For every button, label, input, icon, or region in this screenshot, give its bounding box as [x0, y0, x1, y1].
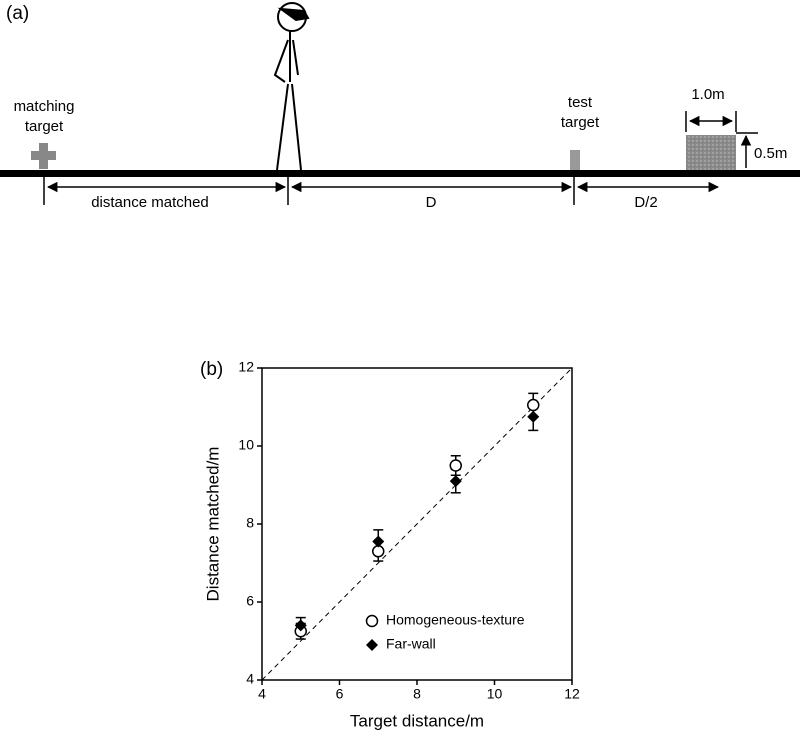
dimension — [43, 111, 758, 205]
observer — [273, 2, 310, 171]
legend-label: Homogeneous-texture — [386, 612, 525, 628]
label: target — [561, 114, 600, 131]
point — [449, 475, 462, 488]
y-tick-label: 4 — [246, 671, 254, 687]
panel-a: (a) matching target test target — [0, 2, 800, 211]
x-tick-label: 12 — [564, 686, 580, 702]
label: D/2 — [634, 194, 657, 211]
legend-marker — [365, 614, 379, 628]
x-tick-label: 6 — [336, 686, 344, 702]
legend-marker — [366, 639, 378, 651]
cross — [31, 151, 56, 160]
y-axis-label: Distance matched/m — [203, 447, 222, 602]
point — [527, 410, 540, 423]
y-tick-label: 12 — [238, 359, 254, 375]
panel-label: (a) — [6, 3, 29, 24]
legend-label: Far-wall — [386, 636, 436, 652]
x-tick-label: 8 — [413, 686, 421, 702]
panel-label: (b) — [200, 359, 223, 380]
x-tick-label: 4 — [258, 686, 266, 702]
label: 1.0m — [691, 86, 724, 103]
x-axis-label: Target distance/m — [350, 711, 484, 730]
x-tick-label: 10 — [487, 686, 503, 702]
y-tick-label: 6 — [246, 593, 254, 609]
point — [372, 535, 385, 548]
reference-line — [261, 367, 573, 681]
test-target — [570, 150, 580, 170]
label: matching — [14, 98, 75, 115]
label: test — [568, 94, 593, 111]
label: D — [426, 194, 437, 211]
y-tick-label: 8 — [246, 515, 254, 531]
label: 0.5m — [754, 145, 787, 162]
label: distance matched — [91, 194, 209, 211]
wall — [686, 135, 736, 170]
y-tick-label: 10 — [238, 437, 254, 453]
point — [449, 459, 462, 472]
point — [294, 619, 307, 632]
ground — [0, 170, 800, 177]
label: target — [25, 118, 64, 135]
point — [527, 398, 540, 412]
panel-b: (b) 4 6 8 10 12 4 6 8 10 12 Target distance/m Distan… — [200, 359, 580, 731]
